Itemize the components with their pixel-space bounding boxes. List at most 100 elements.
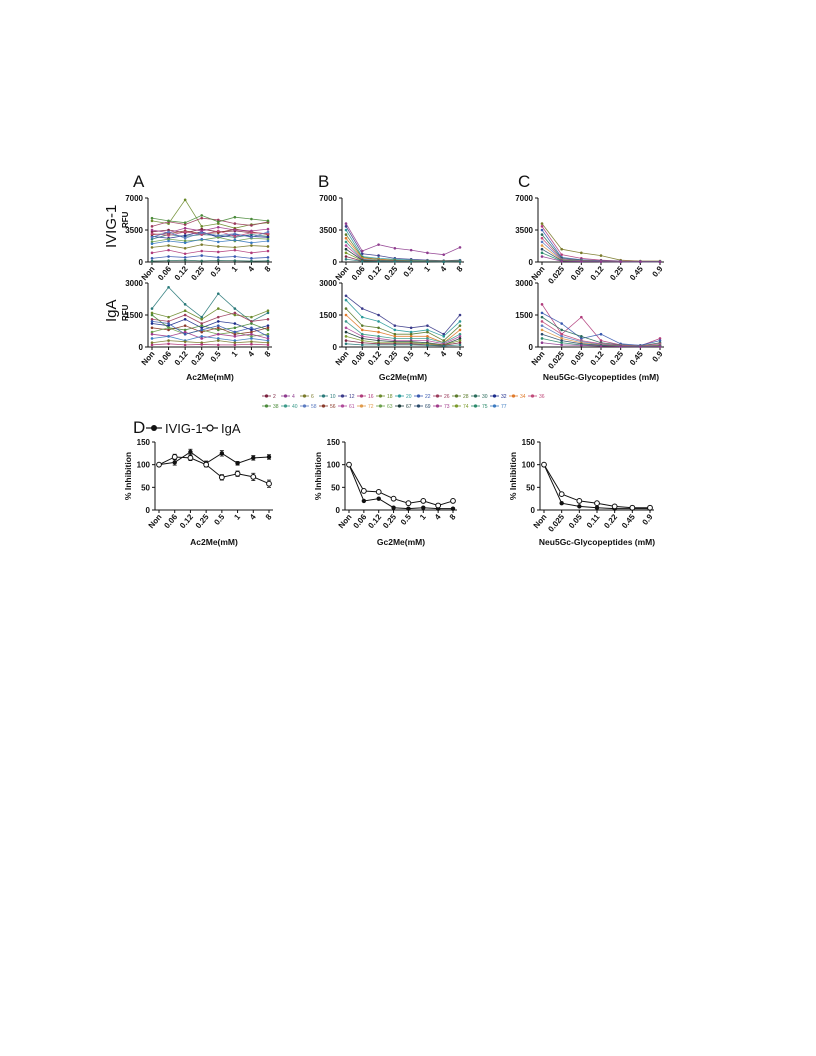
data-point — [156, 461, 162, 468]
y-tick-label: 1500 — [319, 311, 337, 320]
legend-item: 56 — [319, 404, 336, 410]
series-14 — [150, 229, 270, 238]
panel-letter-b: B — [318, 172, 329, 191]
data-point — [266, 328, 270, 332]
data-point — [450, 506, 456, 511]
data-point — [150, 228, 154, 232]
y-tick-label: 3500 — [125, 226, 143, 235]
data-point — [216, 332, 220, 336]
data-point — [266, 341, 270, 345]
x-tick-label: 0.12 — [173, 349, 190, 367]
series-line — [151, 230, 269, 237]
data-point — [266, 219, 270, 223]
x-tick-label: 0.5 — [399, 512, 413, 527]
legend-label: 69 — [425, 404, 431, 410]
legend-item: 36 — [528, 394, 545, 400]
data-point — [360, 328, 364, 332]
data-point — [393, 335, 397, 338]
data-point — [639, 260, 642, 264]
data-point — [183, 234, 187, 237]
legend-swatch-marker — [454, 404, 459, 408]
legend-label: 2 — [273, 394, 276, 400]
data-point — [150, 246, 154, 249]
x-tick-label: 4 — [438, 349, 448, 359]
data-point — [150, 332, 154, 336]
legend-item: 75 — [471, 404, 488, 410]
legend-label: 18 — [387, 394, 393, 400]
legend-label: 74 — [463, 404, 469, 410]
data-point — [442, 339, 446, 342]
data-point — [150, 232, 154, 235]
legend-item: 58 — [300, 404, 317, 410]
data-point — [233, 232, 237, 235]
x-tick-label: 0.05 — [567, 512, 584, 530]
chart-c-iga: 0 1500 3000 Non 0.025 0.05 0.12 0.25 0.45 0.9 Neu5… — [515, 279, 665, 382]
data-point — [183, 332, 187, 336]
y-tick-label: 0 — [139, 343, 144, 352]
d-legend-iga-marker — [206, 424, 214, 432]
row-unit-iga: RFU — [121, 304, 130, 321]
data-point — [200, 243, 204, 246]
data-point — [172, 460, 177, 465]
legend-swatch-marker — [397, 404, 402, 408]
legend-swatch-marker — [416, 394, 421, 398]
y-tick-label: 3500 — [515, 226, 533, 235]
data-point — [360, 315, 364, 319]
data-point — [216, 259, 220, 262]
legend-item: 77 — [490, 404, 507, 410]
data-point — [167, 244, 170, 247]
data-point — [405, 500, 412, 507]
x-tick-label: 0.12 — [366, 264, 383, 282]
data-point — [360, 343, 364, 347]
x-tick-label: 0.5 — [212, 512, 226, 527]
data-point — [183, 239, 187, 243]
data-point — [409, 332, 413, 336]
x-tick-label: 0.5 — [402, 349, 416, 364]
x-tick-label: 0.45 — [620, 512, 637, 530]
x-tick-label: 4 — [246, 264, 256, 274]
data-point — [426, 324, 429, 327]
data-point — [266, 309, 270, 313]
series-line — [151, 308, 269, 320]
data-point — [266, 237, 270, 241]
y-tick-label: 50 — [331, 483, 340, 492]
legend-swatch-marker — [264, 404, 269, 408]
data-point — [183, 226, 187, 230]
legend-swatch-marker — [435, 404, 440, 408]
data-point — [458, 313, 462, 317]
x-tick-label: 0.5 — [209, 349, 223, 364]
data-point — [216, 326, 220, 330]
data-point — [187, 454, 194, 461]
data-point — [577, 504, 582, 509]
x-tick-label: 0.06 — [162, 512, 179, 530]
series-8 — [150, 335, 270, 342]
legend-item: 28 — [452, 394, 469, 400]
data-point — [150, 307, 154, 310]
data-point — [266, 339, 270, 342]
data-point — [167, 228, 170, 232]
x-tick-label: 0.06 — [156, 349, 173, 367]
data-point — [183, 303, 187, 306]
data-point — [150, 257, 154, 260]
data-point — [540, 247, 544, 251]
x-tick-label: 0.12 — [366, 349, 383, 367]
data-point — [344, 320, 348, 323]
data-point — [150, 326, 154, 330]
data-point — [450, 498, 456, 504]
data-point — [442, 344, 446, 348]
data-point — [233, 341, 237, 345]
legend-item: 32 — [490, 394, 507, 400]
legend-label: 61 — [349, 404, 355, 410]
legend-item: 12 — [338, 394, 355, 400]
x-tick-label: 0.06 — [156, 264, 173, 282]
legend-swatch-marker — [283, 404, 288, 408]
data-point — [599, 254, 603, 257]
y-axis-title: % Inhibition — [123, 452, 133, 500]
data-point — [150, 219, 154, 223]
legend-swatch-marker — [378, 394, 383, 398]
data-point — [233, 326, 237, 330]
legend-item: 34 — [509, 394, 526, 400]
x-tick-label: 1 — [230, 349, 240, 359]
x-axis-title: Neu5Gc-Glycopeptides (mM) — [543, 372, 659, 382]
